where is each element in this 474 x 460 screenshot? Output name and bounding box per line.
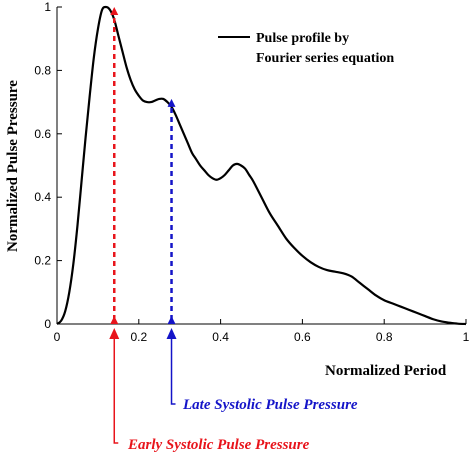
legend-label-line-2: Fourier series equation: [256, 51, 394, 66]
x-tick-label: 0: [54, 330, 61, 344]
x-tick-label: 0.4: [212, 330, 229, 344]
y-tick-label: 0.8: [34, 63, 51, 77]
pulse-profile-line: [56, 5, 467, 326]
y-tick-label: 1: [44, 0, 51, 14]
x-tick-label: 0.2: [130, 330, 147, 344]
y-tick-group: 0 0.2 0.4 0.6 0.8 1: [34, 0, 62, 331]
y-tick-label: 0.4: [34, 190, 51, 204]
late-systolic-callout-line: [170, 330, 176, 405]
early-systolic-callout-line: [113, 330, 119, 444]
early-systolic-label: Early Systolic Pulse Pressure: [127, 437, 310, 453]
y-tick-label: 0: [44, 317, 51, 331]
legend-label-line-1: Pulse profile by: [256, 31, 349, 46]
y-axis-label: Normalized Pulse Pressure: [5, 80, 21, 252]
early-systolic-callout-arrowhead: [109, 328, 120, 339]
y-tick-label: 0.6: [34, 127, 51, 141]
x-tick-label: 0.6: [294, 330, 311, 344]
y-tick-label: 0.2: [34, 254, 51, 268]
x-axis-label: Normalized Period: [325, 363, 447, 379]
x-tick-label: 0.8: [376, 330, 393, 344]
late-systolic-label: Late Systolic Pulse Pressure: [182, 397, 358, 413]
x-tick-label: 1: [463, 330, 470, 344]
x-tick-group: 0 0.2 0.4 0.6 0.8 1: [54, 319, 470, 344]
late-systolic-callout-arrowhead: [166, 328, 177, 339]
